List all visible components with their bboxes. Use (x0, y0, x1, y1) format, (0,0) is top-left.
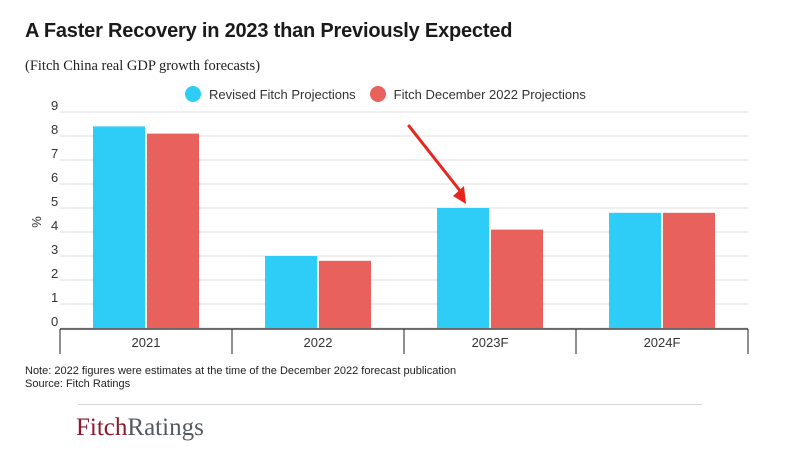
legend-swatch-revised (185, 86, 201, 102)
y-tick-label: 4 (51, 218, 58, 233)
y-tick-label: 2 (51, 266, 58, 281)
legend-label-december: Fitch December 2022 Projections (393, 86, 586, 102)
y-axis-label: % (29, 216, 44, 228)
x-tick-label: 2021 (132, 335, 161, 350)
logo-ratings: Ratings (127, 414, 204, 441)
legend-item-revised: Revised Fitch Projections (185, 86, 356, 102)
logo-fitch: Fitch (76, 414, 128, 441)
y-tick-label: 8 (51, 122, 58, 137)
bar-chart: 0 1 2 3 4 5 6 7 8 9% 2021 2022 2023F 2024F (29, 98, 749, 354)
chart-title: A Faster Recovery in 2023 than Previousl… (25, 20, 513, 42)
legend: Revised Fitch Projections Fitch December… (185, 86, 586, 102)
y-tick-label: 0 (51, 314, 58, 329)
x-tick-label: 2022 (304, 335, 333, 350)
x-tick-label: 2024F (644, 335, 681, 350)
annotation-arrow-shaft (407, 124, 463, 194)
bar-december-2024f (663, 212, 715, 328)
bar-december-2023f (491, 229, 543, 328)
y-tick-label: 6 (51, 170, 58, 185)
y-tick-label: 9 (51, 98, 58, 113)
legend-item-december: Fitch December 2022 Projections (369, 86, 586, 102)
annotation-arrow-head (453, 186, 466, 204)
y-tick-label: 7 (51, 146, 58, 161)
y-tick-label: 5 (51, 194, 58, 209)
bar-revised-2021 (93, 126, 145, 329)
y-tick-label: 3 (51, 242, 58, 257)
bar-december-2021 (147, 133, 199, 328)
fitch-ratings-logo: FitchRatings (76, 414, 204, 442)
legend-swatch-december (369, 86, 386, 102)
legend-label-revised: Revised Fitch Projections (209, 86, 356, 102)
source-text: Source: Fitch Ratings (25, 378, 131, 390)
bar-revised-2022 (265, 256, 317, 328)
bar-december-2022 (319, 260, 371, 328)
note-text: Note: 2022 figures were estimates at the… (25, 365, 457, 377)
y-tick-label: 1 (51, 290, 58, 305)
footnote: Note: 2022 figures were estimates at the… (25, 365, 456, 391)
bar-revised-2024f (609, 212, 661, 328)
chart-subtitle: (Fitch China real GDP growth forecasts) (25, 58, 261, 74)
footer-divider (78, 404, 702, 405)
x-tick-label: 2023F (472, 335, 509, 350)
bar-revised-2023f (437, 208, 489, 328)
